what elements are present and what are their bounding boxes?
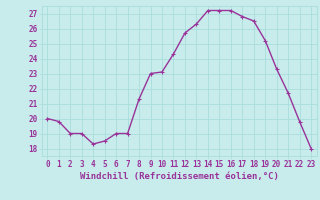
X-axis label: Windchill (Refroidissement éolien,°C): Windchill (Refroidissement éolien,°C) [80, 172, 279, 181]
